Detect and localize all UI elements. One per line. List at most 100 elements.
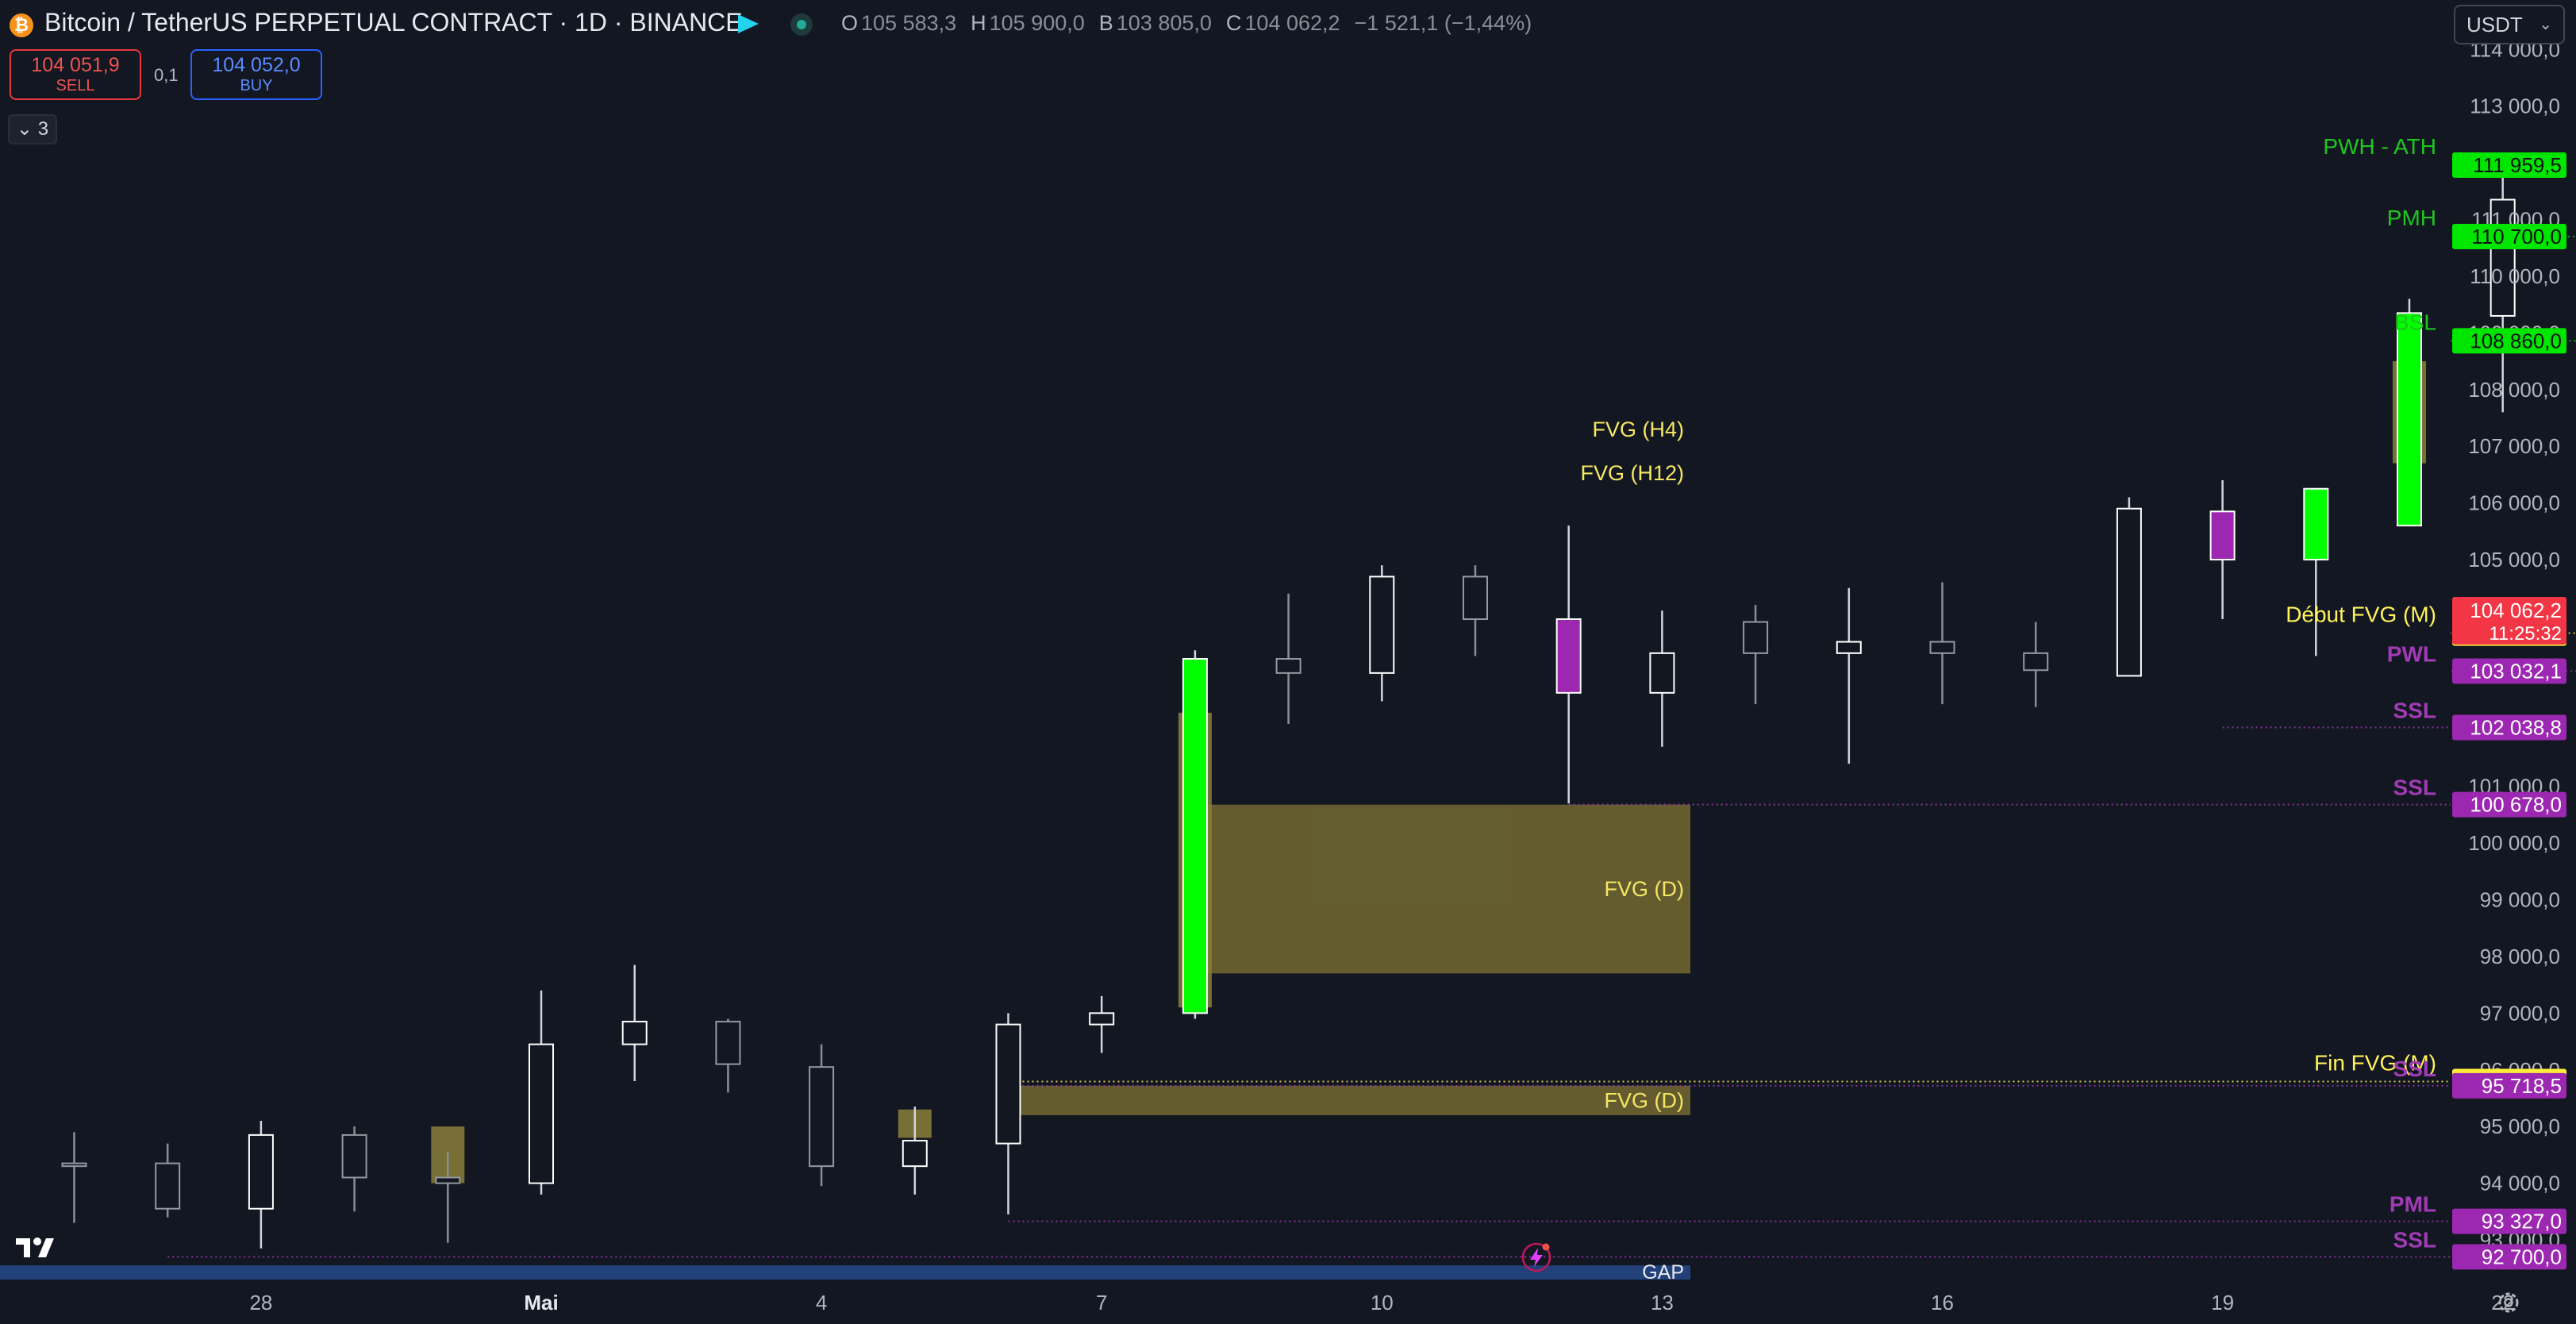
candle-countdown: 11:25:32 (2489, 623, 2562, 645)
buy-label: BUY (240, 77, 273, 94)
candle[interactable] (1836, 587, 1862, 764)
level-label: PWL (2387, 642, 2436, 667)
candle[interactable] (1182, 650, 1208, 1019)
level-label: Fin FVG (M) (2314, 1050, 2436, 1075)
symbol-title[interactable]: Bitcoin / TetherUS PERPETUAL CONTRACT · … (44, 8, 743, 37)
candle-body (995, 1023, 1021, 1145)
price-tag: 103 032,1 (2452, 658, 2566, 684)
level-label: PWH - ATH (2323, 134, 2436, 159)
candle[interactable] (621, 964, 648, 1082)
y-tick-label: 106 000,0 (2468, 491, 2560, 515)
sell-button[interactable]: 104 051,9 SELL (10, 49, 141, 100)
candle-body (61, 1162, 87, 1168)
candle[interactable] (715, 1018, 741, 1093)
y-tick-label: 97 000,0 (2480, 1001, 2560, 1025)
level-label: BSL (2394, 310, 2436, 334)
flag-icon[interactable] (738, 14, 759, 33)
candle[interactable] (1555, 525, 1582, 804)
candle[interactable] (61, 1132, 87, 1223)
candle[interactable] (1275, 593, 1301, 725)
fvg-label: FVG (D) (1605, 1088, 1685, 1112)
candle[interactable] (809, 1044, 835, 1187)
ohlc-low-value: 103 805,0 (1116, 11, 1212, 35)
candle[interactable] (2303, 487, 2329, 656)
level-label: Début FVG (M) (2286, 602, 2436, 627)
candle[interactable] (435, 1152, 461, 1243)
ohlc-low-key: B (1098, 11, 1113, 35)
price-tag-value: 103 032,1 (2470, 660, 2562, 683)
y-tick-label: 99 000,0 (2480, 888, 2560, 912)
currency-value: USDT (2466, 13, 2523, 37)
candle[interactable] (1929, 582, 1955, 705)
price-tag-value: 110 700,0 (2471, 225, 2562, 248)
candle[interactable] (995, 1013, 1021, 1214)
candle-body (2397, 312, 2422, 527)
buy-button[interactable]: 104 052,0 BUY (190, 49, 322, 100)
spread-value: 0,1 (154, 65, 179, 85)
candle[interactable] (1369, 565, 1395, 702)
ohlc-open-value: 105 583,3 (861, 11, 957, 35)
candle[interactable] (2209, 480, 2236, 620)
y-tick-label: 113 000,0 (2470, 94, 2560, 118)
indicators-toggle-button[interactable]: ⌄ 3 (8, 114, 57, 144)
candle[interactable] (1089, 995, 1115, 1053)
current-price-bg (2452, 596, 2566, 645)
candle[interactable] (1743, 605, 1769, 705)
y-tick-label: 105 000,0 (2468, 548, 2560, 572)
candle[interactable] (248, 1121, 274, 1249)
candle-body (1836, 641, 1862, 654)
candle-body (2303, 487, 2329, 561)
price-tag-value: 93 327,0 (2482, 1210, 2562, 1234)
current-price-value: 104 062,2 (2470, 598, 2562, 622)
candle-body (715, 1021, 741, 1065)
price-tag: 102 038,8 (2452, 714, 2566, 741)
price-tag-bg (2452, 1208, 2566, 1234)
chevron-down-icon: ⌄ (2539, 16, 2552, 33)
price-tag-bg (2452, 152, 2566, 179)
candle-body (1649, 652, 1675, 694)
candle[interactable] (341, 1126, 367, 1212)
candle-body (341, 1133, 367, 1179)
candle[interactable] (2116, 497, 2142, 677)
candle-body (2023, 652, 2049, 672)
price-tag-bg (2452, 658, 2566, 684)
candle[interactable] (1649, 610, 1675, 747)
currency-select[interactable]: USDT ⌄ (2454, 5, 2565, 44)
x-tick-label: 28 (249, 1291, 272, 1314)
price-tag: 111 959,5 (2452, 152, 2566, 179)
y-tick-label: 108 000,0 (2468, 378, 2560, 402)
candle[interactable] (2397, 298, 2422, 527)
price-tag-bg (2452, 1072, 2566, 1099)
ohlc-readout: O 105 583,3 H 105 900,0 B 103 805,0 C 104 06… (841, 11, 1532, 36)
y-tick-label: 98 000,0 (2480, 945, 2560, 968)
candle[interactable] (2489, 163, 2516, 413)
price-tag: 95 718,5 (2452, 1072, 2566, 1099)
price-tag: 100 678,0 (2452, 791, 2566, 818)
x-tick-label: 4 (816, 1291, 827, 1314)
level-label: SSL (2393, 776, 2436, 800)
candle-body (621, 1021, 648, 1045)
ohlc-close-value: 104 062,2 (1244, 11, 1340, 35)
candle-body (1743, 621, 1769, 654)
fvg-label: FVG (H4) (1592, 418, 1684, 441)
candle-body (1182, 658, 1208, 1014)
candle[interactable] (2023, 622, 2049, 707)
candle-body (1929, 641, 1955, 654)
settings-icon[interactable] (2495, 1289, 2522, 1316)
level-label: SSL (2393, 698, 2436, 722)
candle-body (2116, 507, 2142, 677)
y-tick-label: 110 000,0 (2470, 264, 2560, 288)
candle[interactable] (902, 1107, 928, 1195)
lightning-icon[interactable] (1521, 1241, 1552, 1273)
status-dot-icon[interactable] (790, 13, 813, 36)
candle-body (529, 1043, 554, 1184)
candle[interactable] (1463, 565, 1488, 656)
candle-body (809, 1066, 835, 1168)
y-tick-label: 95 000,0 (2480, 1114, 2560, 1138)
tradingview-logo-icon[interactable] (14, 1235, 63, 1259)
buy-price: 104 052,0 (212, 54, 301, 76)
candle[interactable] (529, 990, 554, 1195)
candle[interactable] (155, 1143, 181, 1218)
price-tag: 92 700,0 (2452, 1244, 2566, 1270)
